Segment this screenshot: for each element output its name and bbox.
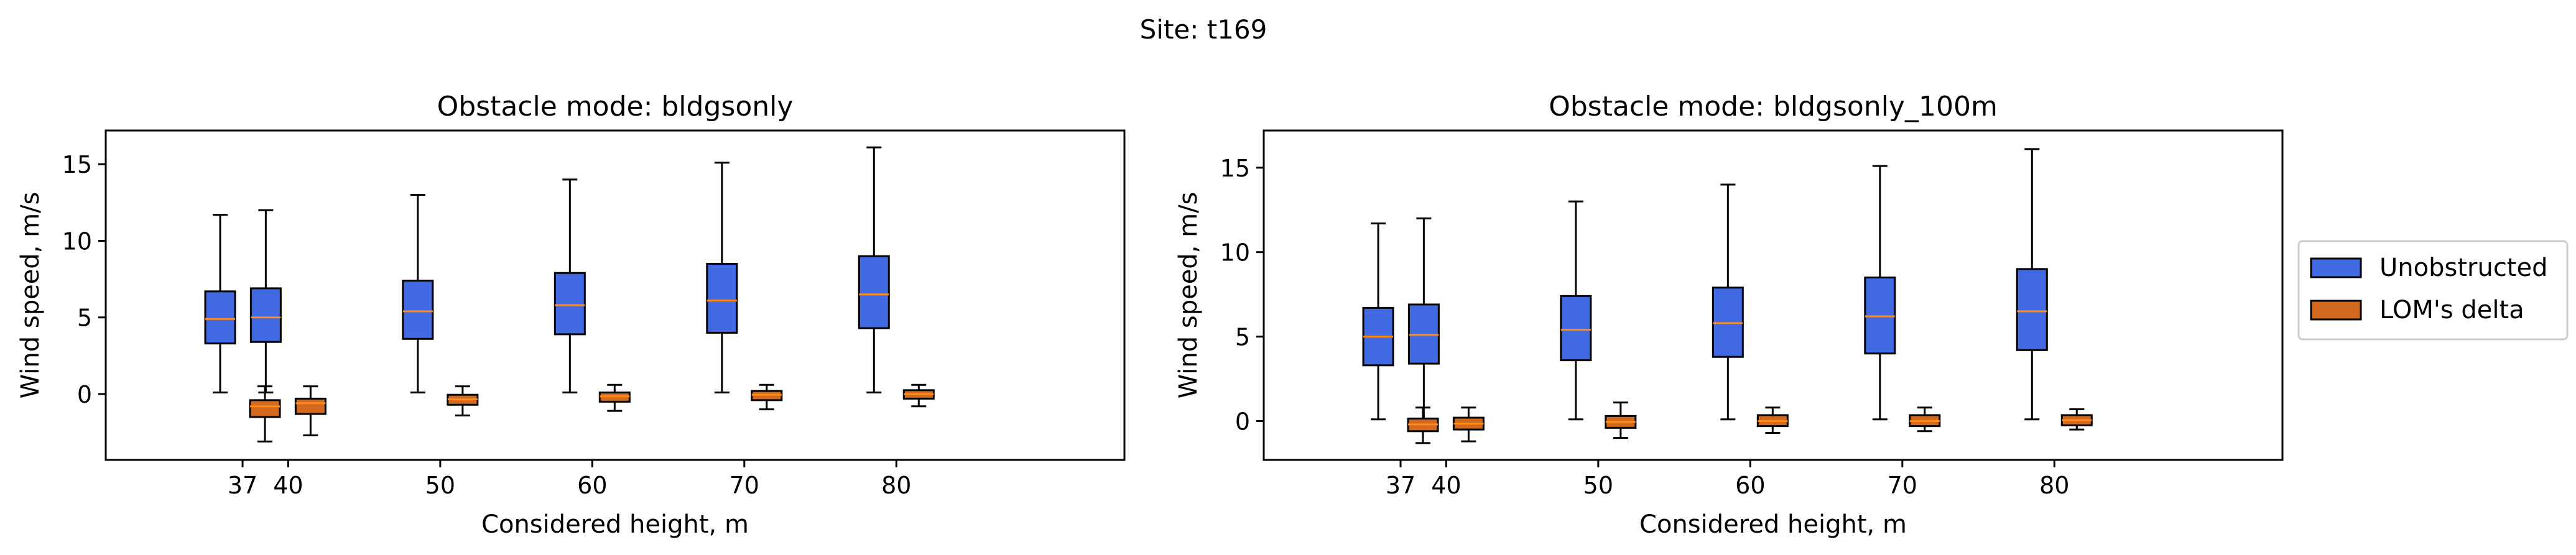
chart-panel-2: Obstacle mode: bldgsonly_100m 0 5 10 15 37 40 5… [1174, 91, 2284, 539]
plot-area [104, 129, 1126, 461]
box-lom-s-delta-37 [1407, 406, 1439, 444]
box-lom-s-delta-50 [1605, 401, 1637, 439]
x-axis-label: Considered height, m [1639, 510, 1907, 539]
box-lom-s-delta-80 [902, 383, 935, 408]
x-tick-label: 37 [228, 472, 257, 499]
box-unobstructed-40 [1407, 217, 1440, 421]
box-unobstructed-50 [402, 194, 434, 394]
box-iqr [858, 255, 890, 329]
box-unobstructed-60 [1712, 183, 1744, 421]
box-iqr [204, 290, 236, 345]
chart-panel-1: Obstacle mode: bldgsonly 0 5 10 15 37 40 50 60 70… [16, 91, 1126, 539]
x-tick-label: 50 [1583, 472, 1613, 499]
box-iqr [402, 280, 434, 340]
x-tick-label: 70 [730, 472, 759, 499]
y-axis-label: Wind speed, m/s [1174, 192, 1203, 399]
box-iqr [249, 287, 282, 343]
box-unobstructed-37 [204, 214, 236, 394]
box-lom-s-delta-70 [751, 383, 783, 411]
x-tick-label: 70 [1888, 472, 1917, 499]
x-tick-label: 40 [273, 472, 303, 499]
box-unobstructed-40 [249, 209, 282, 394]
box-iqr [249, 399, 281, 418]
chart-title: Obstacle mode: bldgsonly [437, 91, 794, 122]
y-tick-label: 0 [77, 381, 92, 408]
legend-entry: LOM's delta [2310, 296, 2524, 324]
figure-suptitle: Site: t169 [1140, 14, 1267, 45]
legend-label: Unobstructed [2379, 254, 2548, 282]
box-unobstructed-80 [2016, 148, 2048, 421]
box-lom-s-delta-60 [1756, 406, 1789, 434]
box-iqr [706, 262, 738, 334]
box-lom-s-delta-60 [598, 383, 631, 412]
box-iqr [294, 397, 327, 415]
box-unobstructed-80 [858, 146, 890, 394]
legend-swatch [2310, 257, 2362, 278]
y-tick-label: 10 [1220, 239, 1250, 267]
y-axis-label: Wind speed, m/s [16, 192, 45, 399]
box-lom-s-delta-40 [1452, 406, 1485, 443]
box-iqr [2016, 268, 2048, 351]
box-unobstructed-70 [1864, 165, 1896, 421]
y-tick-label: 5 [77, 305, 92, 332]
legend-frame [2297, 240, 2569, 341]
x-tick-label: 60 [577, 472, 607, 499]
legend: Unobstructed LOM's delta [2297, 240, 2569, 341]
x-tick-label: 50 [425, 472, 455, 499]
y-tick-label: 15 [1220, 155, 1250, 182]
box-unobstructed-50 [1560, 200, 1592, 421]
box-unobstructed-37 [1362, 222, 1394, 421]
x-tick-label: 40 [1431, 472, 1461, 499]
box-lom-s-delta-37 [249, 385, 281, 443]
legend-swatch [2310, 300, 2362, 321]
x-axis-label: Considered height, m [481, 510, 749, 539]
box-unobstructed-60 [554, 178, 586, 394]
legend-label: LOM's delta [2379, 296, 2524, 324]
legend-entry: Unobstructed [2310, 254, 2548, 282]
box-unobstructed-70 [706, 162, 738, 394]
x-tick-label: 60 [1735, 472, 1765, 499]
chart-title: Obstacle mode: bldgsonly_100m [1549, 91, 1998, 122]
y-tick-label: 10 [62, 227, 92, 255]
box-lom-s-delta-50 [447, 385, 479, 417]
y-tick-label: 0 [1235, 408, 1250, 435]
x-tick-label: 80 [881, 472, 911, 499]
plot-area [1263, 129, 2284, 461]
x-tick-label: 37 [1386, 472, 1415, 499]
y-tick-label: 15 [62, 151, 92, 178]
y-tick-label: 5 [1235, 324, 1250, 351]
box-lom-s-delta-80 [2060, 408, 2093, 431]
box-iqr [1560, 295, 1592, 362]
box-lom-s-delta-70 [1909, 406, 1941, 433]
box-lom-s-delta-40 [294, 385, 327, 437]
x-tick-label: 80 [2039, 472, 2069, 499]
box-iqr [554, 272, 586, 336]
